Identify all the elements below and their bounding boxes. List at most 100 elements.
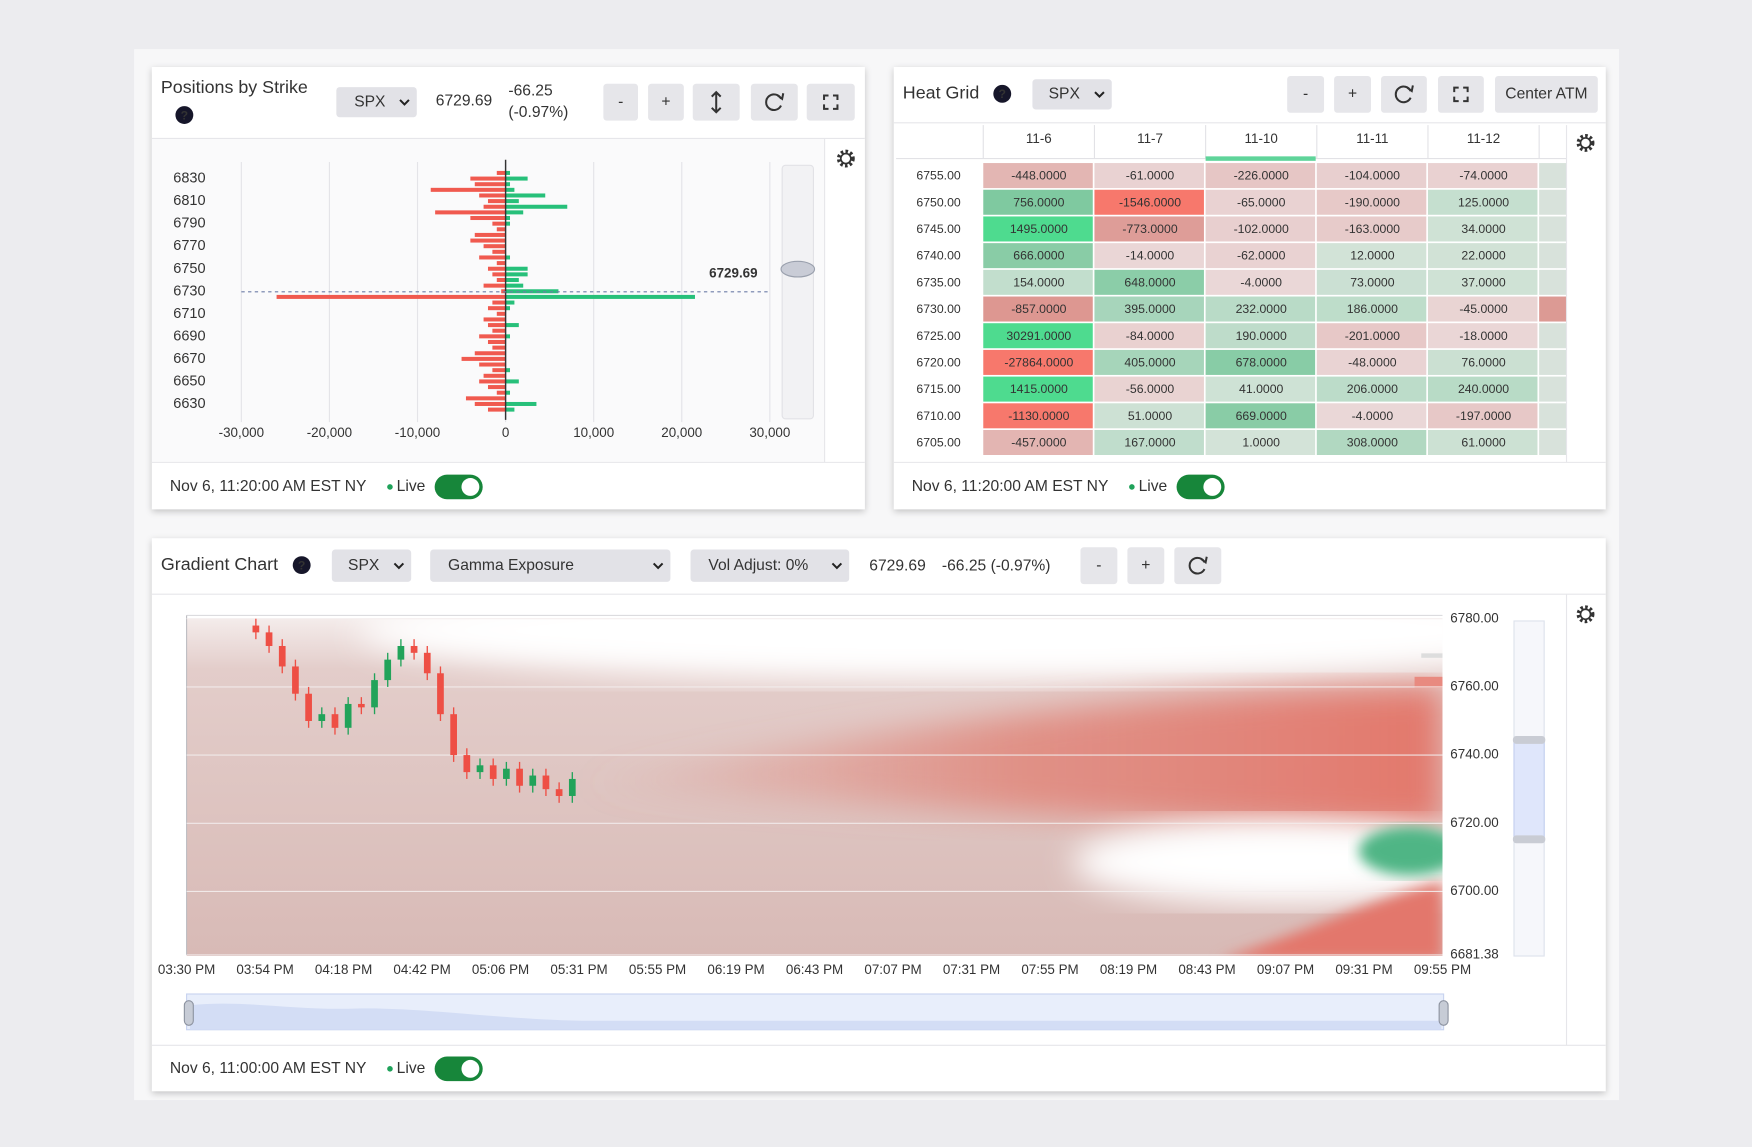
refresh-arrow [1406, 85, 1414, 93]
button-label: - [618, 93, 623, 110]
button[interactable] [1080, 547, 1118, 585]
row-strike: 6750.00 [916, 195, 961, 209]
cell-value: 666.0000 [1013, 249, 1064, 263]
timestamp: Nov 6, 11:20:00 AM EST NY [912, 478, 1109, 495]
button[interactable] [806, 83, 855, 121]
cell-value: -56.0000 [1126, 382, 1175, 396]
bar [505, 193, 546, 198]
button[interactable] [603, 83, 639, 121]
live-dot [1129, 484, 1135, 490]
settings-icon[interactable] [836, 149, 855, 168]
timestamp: Nov 6, 11:20:00 AM EST NY [170, 478, 367, 495]
button[interactable] [1495, 75, 1598, 113]
cell-value: 125.0000 [1458, 195, 1509, 209]
heat-cell-partial [1539, 269, 1567, 295]
y-tick-label: 6810 [173, 193, 205, 209]
bar [496, 277, 506, 283]
cell-value: -773.0000 [1122, 222, 1177, 236]
button[interactable] [1381, 75, 1427, 113]
button-label: - [1096, 557, 1101, 574]
x-tick-label: 06:19 PM [707, 962, 764, 977]
heat-cell [1427, 429, 1538, 456]
heat-cell [1205, 429, 1316, 456]
bar [505, 221, 511, 226]
plot-background [151, 138, 825, 463]
bar [505, 187, 515, 192]
cell-value: -1130.0000 [1008, 409, 1069, 423]
bar [479, 334, 506, 339]
help-mark: ? [298, 558, 306, 572]
settings-icon[interactable] [1576, 134, 1595, 152]
timestamp: Nov 6, 11:00:00 AM EST NY [170, 1060, 367, 1077]
cell-value: -190.0000 [1345, 195, 1400, 209]
refresh-arrow [1200, 556, 1208, 565]
candle-body [423, 652, 431, 674]
bar [479, 379, 506, 384]
bar [505, 199, 519, 204]
bar [430, 187, 506, 192]
x-tick-label: 04:18 PM [315, 962, 372, 977]
button[interactable] [1438, 75, 1484, 113]
x-tick-label: 03:30 PM [158, 962, 215, 977]
heat-cell [983, 243, 1093, 269]
settings-icon[interactable] [1576, 605, 1595, 624]
y-tick-label: 6750 [173, 261, 205, 277]
button[interactable] [1287, 75, 1325, 113]
help-icon[interactable] [993, 84, 1012, 103]
button[interactable] [1127, 547, 1165, 585]
zoom-slider[interactable] [781, 164, 814, 420]
help-icon[interactable] [292, 556, 311, 575]
heat-cell [1094, 216, 1204, 242]
content: Positions by Strike? SPX 6729.69 -66.25 (-0.… [151, 75, 1606, 1082]
button[interactable] [750, 83, 798, 121]
slider-handle[interactable] [1512, 736, 1546, 744]
bar [492, 221, 506, 226]
dropdown[interactable] [430, 549, 671, 582]
cell-value: 41.0000 [1239, 382, 1284, 396]
settings-ring [1579, 137, 1592, 149]
cell-value: 206.0000 [1347, 382, 1398, 396]
heat-cell [1427, 349, 1538, 375]
heat-cell [1316, 296, 1427, 322]
bar [465, 396, 506, 401]
dropdown[interactable] [690, 549, 850, 582]
button[interactable] [1174, 547, 1222, 585]
y-tick-label: 6790 [173, 216, 205, 232]
cell-value: 154.0000 [1013, 275, 1064, 289]
x-tick-label: 04:42 PM [393, 962, 450, 977]
help-icon[interactable] [175, 106, 194, 124]
candle-body [344, 703, 352, 728]
row-strike: 6740.00 [916, 249, 961, 263]
bar [496, 261, 506, 266]
heat-cell [1427, 323, 1538, 349]
slider-handle[interactable] [1512, 835, 1546, 844]
cell-value: -61.0000 [1126, 169, 1175, 183]
dropdown[interactable] [1032, 79, 1112, 110]
cell-value: -163.0000 [1345, 222, 1400, 236]
bar [505, 300, 515, 305]
dropdown[interactable] [331, 549, 412, 582]
cell-value: 34.0000 [1461, 222, 1506, 236]
cell-value: -84.0000 [1126, 329, 1175, 343]
bar [505, 255, 511, 260]
candle-body [542, 775, 550, 790]
navigator-handle[interactable] [1438, 1000, 1449, 1026]
cell-value: -45.0000 [1459, 302, 1508, 316]
bar [505, 204, 568, 209]
range-selection[interactable] [1513, 738, 1545, 841]
x-tick-label: 05:55 PM [629, 962, 686, 977]
cell-value: -226.0000 [1234, 169, 1289, 183]
dropdown[interactable] [336, 87, 417, 118]
button[interactable] [1334, 75, 1371, 113]
cell-value: 1495.0000 [1010, 222, 1068, 236]
cell-value: -14.0000 [1126, 249, 1175, 263]
button[interactable] [648, 83, 684, 121]
heat-cell-partial [1539, 163, 1567, 189]
bar [505, 170, 511, 175]
navigator-handle[interactable] [183, 1000, 194, 1026]
x-tick-label: 20,000 [661, 425, 702, 440]
bar [492, 345, 506, 350]
candle-body [410, 646, 418, 653]
x-tick-label: 05:31 PM [550, 962, 607, 977]
slider-handle[interactable] [780, 260, 816, 278]
